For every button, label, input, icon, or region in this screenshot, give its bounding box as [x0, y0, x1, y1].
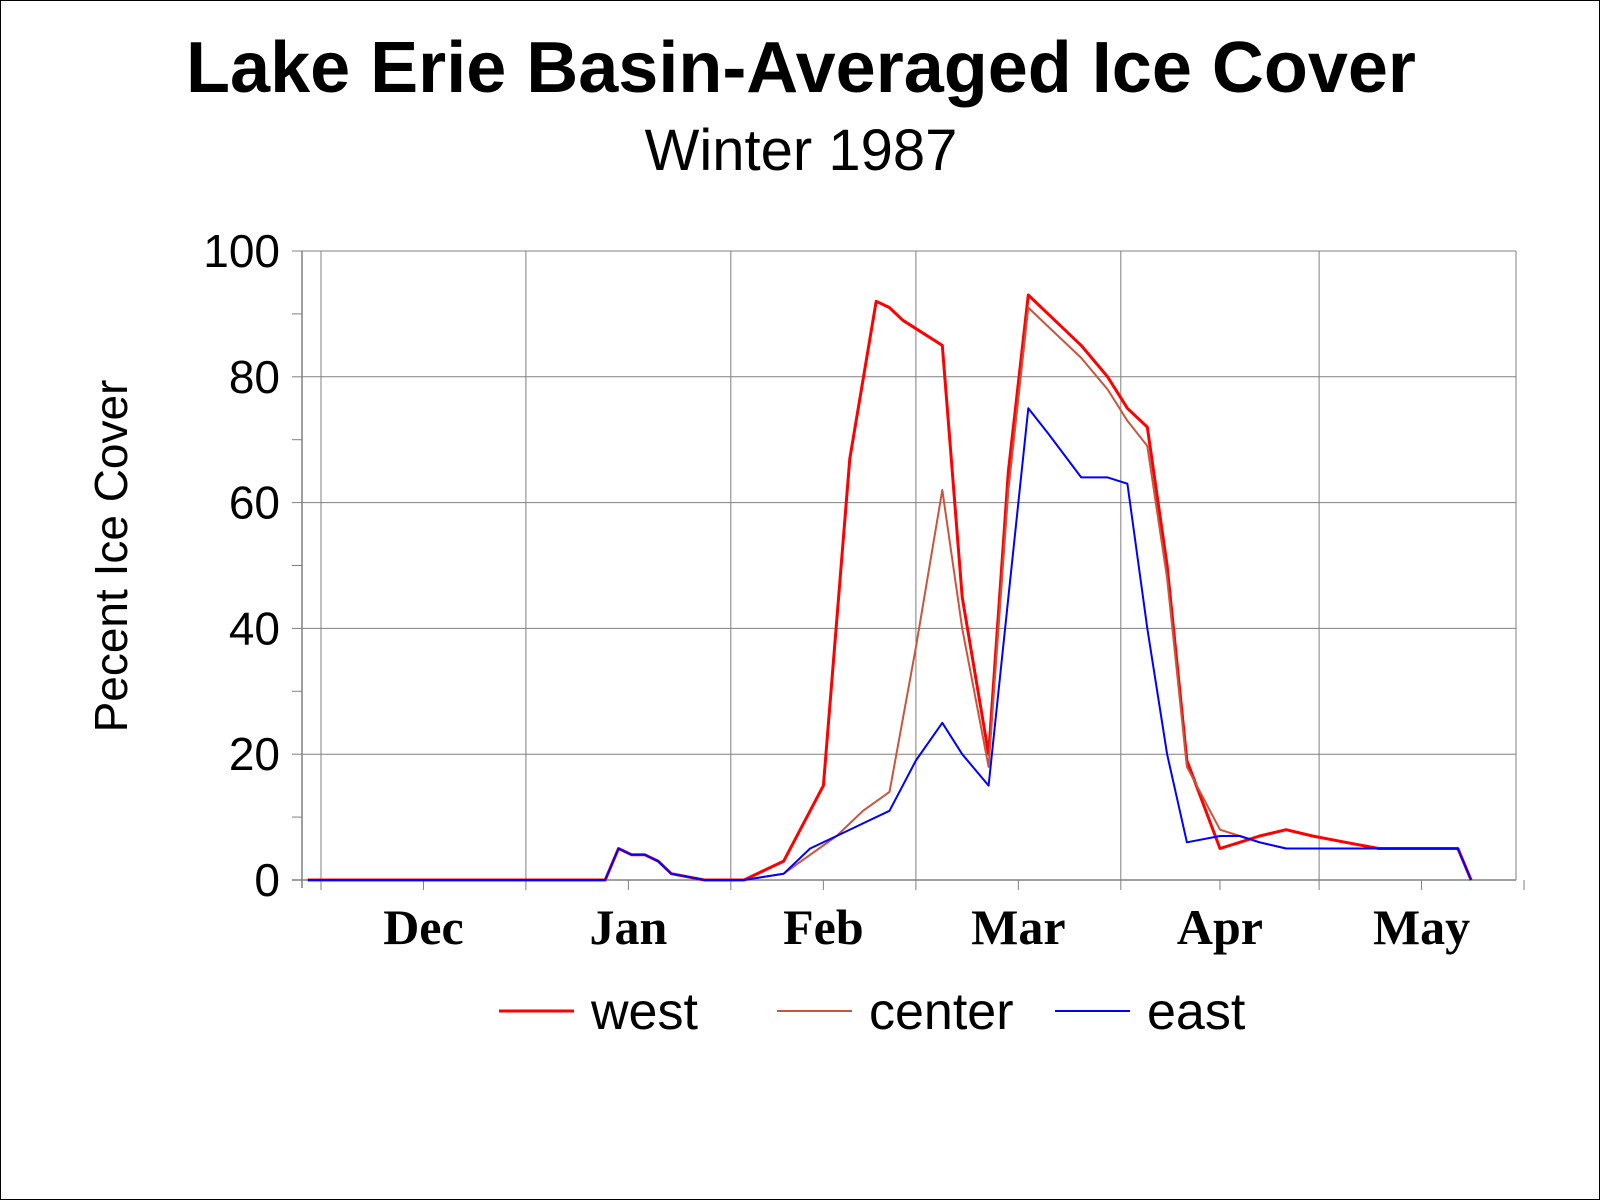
legend-label-center: center: [869, 983, 1014, 1041]
chart-title: Lake Erie Basin-Averaged Ice Cover: [186, 28, 1416, 108]
y-tick-label: 80: [229, 351, 280, 403]
y-tick-label: 60: [229, 477, 280, 529]
axes: [292, 250, 1525, 890]
y-tick-label: 0: [254, 854, 280, 906]
x-tick-labels: Dec Jan Feb Mar Apr May: [383, 899, 1470, 955]
x-tick-label-dec: Dec: [383, 899, 464, 955]
x-tick-label-apr: Apr: [1177, 899, 1263, 955]
series-line-center: [307, 306, 1473, 881]
gridlines: [302, 250, 1516, 880]
y-axis-label: Pecent Ice Cover: [85, 380, 137, 733]
legend: west center east: [499, 983, 1246, 1041]
x-tick-label-mar: Mar: [971, 899, 1065, 955]
legend-label-west: west: [590, 983, 698, 1041]
data-series: [307, 293, 1473, 882]
series-line-east: [307, 407, 1473, 881]
y-tick-label: 20: [229, 728, 280, 780]
y-tick-label: 40: [229, 602, 280, 654]
x-tick-label-jan: Jan: [589, 899, 667, 955]
chart-subtitle: Winter 1987: [645, 118, 958, 183]
legend-label-east: east: [1147, 983, 1246, 1041]
y-tick-labels: 0 20 40 60 80 100: [203, 225, 280, 906]
x-tick-label-may: May: [1373, 899, 1470, 955]
x-tick-label-feb: Feb: [783, 899, 864, 955]
y-tick-label: 100: [203, 225, 280, 277]
